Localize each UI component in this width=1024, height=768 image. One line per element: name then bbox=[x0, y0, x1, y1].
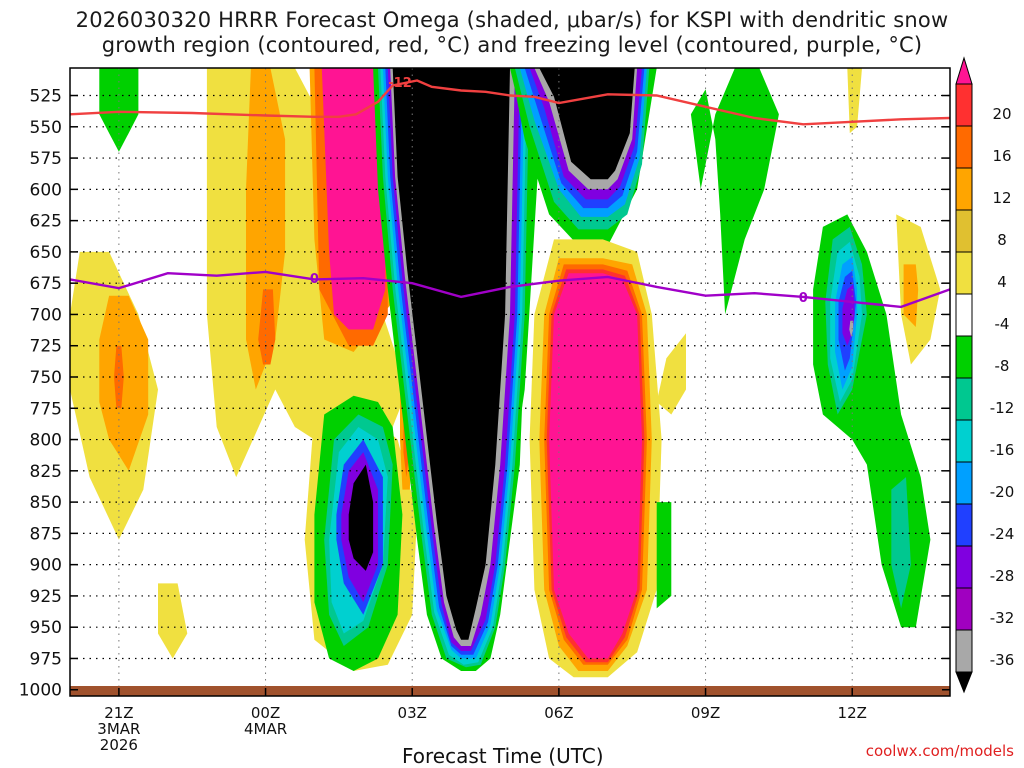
ytick-label-525: 525 bbox=[30, 87, 62, 107]
ytick-label-850: 850 bbox=[30, 493, 62, 513]
colorbar-label-3: 8 bbox=[997, 231, 1007, 249]
omega-region-0 bbox=[99, 68, 139, 152]
colorbar-label-5: -4 bbox=[995, 315, 1010, 333]
omega-region-45 bbox=[896, 214, 941, 365]
colorbar-label-11: -28 bbox=[990, 567, 1015, 585]
xtick-label-06Z-1: 06Z bbox=[544, 704, 573, 722]
ytick-label-875: 875 bbox=[30, 524, 62, 544]
colorbar-label-12: -32 bbox=[990, 609, 1015, 627]
colorbar-label-6: -8 bbox=[995, 357, 1010, 375]
x-axis-title: Forecast Time (UTC) bbox=[402, 744, 604, 768]
xtick-label-00Z-2: 4MAR bbox=[244, 720, 287, 738]
xtick-label-00Z-1: 00Z bbox=[251, 704, 280, 722]
ytick-label-675: 675 bbox=[30, 274, 62, 294]
colorbar-box-10 bbox=[955, 503, 973, 547]
colorbar-box-5 bbox=[955, 293, 973, 337]
ytick-label-600: 600 bbox=[30, 180, 62, 200]
source-credit: coolwx.com/models bbox=[865, 742, 1014, 760]
colorbar-box-0 bbox=[955, 83, 973, 127]
ytick-label-825: 825 bbox=[30, 462, 62, 482]
omega-region-41 bbox=[656, 333, 686, 415]
colorbar-box-13 bbox=[955, 629, 973, 673]
colorbar-box-1 bbox=[955, 125, 973, 169]
xtick-label-21Z-2: 3MAR bbox=[97, 720, 140, 738]
omega-region-10 bbox=[158, 583, 188, 659]
colorbar-box-3 bbox=[955, 209, 973, 253]
ytick-label-950: 950 bbox=[30, 618, 62, 638]
chart-title-line2: growth region (contoured, red, °C) and f… bbox=[101, 33, 923, 57]
omega-region-43 bbox=[656, 502, 672, 609]
omega-region-9 bbox=[321, 68, 386, 330]
omega-region-5 bbox=[246, 68, 286, 390]
dgz-contour-line bbox=[70, 79, 950, 126]
colorbar-label-0: 20 bbox=[992, 105, 1011, 123]
colorbar-label-9: -20 bbox=[990, 483, 1015, 501]
colorbar-box-4 bbox=[955, 251, 973, 295]
ytick-label-800: 800 bbox=[30, 431, 62, 451]
ytick-label-725: 725 bbox=[30, 337, 62, 357]
colorbar-bottom-arrow bbox=[955, 671, 973, 694]
colorbar-box-9 bbox=[955, 461, 973, 505]
ytick-label-625: 625 bbox=[30, 212, 62, 232]
freezing-level-line bbox=[70, 270, 950, 309]
ytick-label-550: 550 bbox=[30, 118, 62, 138]
ytick-label-775: 775 bbox=[30, 399, 62, 419]
omega-region-28 bbox=[392, 68, 510, 640]
omega-region-6 bbox=[258, 289, 276, 365]
omega-region-2 bbox=[99, 295, 149, 471]
colorbar-box-12 bbox=[955, 587, 973, 631]
colorbar-label-2: 12 bbox=[992, 189, 1011, 207]
ground-terrain-band bbox=[70, 686, 950, 696]
omega-region-48 bbox=[891, 477, 911, 609]
ytick-label-925: 925 bbox=[30, 587, 62, 607]
colorbar-box-11 bbox=[955, 545, 973, 589]
ytick-label-1000: 1000 bbox=[19, 681, 62, 701]
colorbar-label-1: 16 bbox=[992, 147, 1011, 165]
freezing-contour-label-2: 0 bbox=[799, 291, 808, 306]
colorbar-box-7 bbox=[955, 377, 973, 421]
omega-region-40 bbox=[549, 273, 642, 659]
dgz-contour-label: -12 bbox=[388, 76, 412, 91]
colorbar-label-13: -36 bbox=[990, 651, 1015, 669]
omega-region-17 bbox=[348, 464, 374, 571]
ytick-label-750: 750 bbox=[30, 368, 62, 388]
xtick-label-12Z-1: 12Z bbox=[838, 704, 867, 722]
colorbar-label-8: -16 bbox=[990, 441, 1015, 459]
omega-region-44 bbox=[847, 68, 862, 134]
freezing-contour-label-1: 0 bbox=[310, 272, 319, 287]
ytick-label-700: 700 bbox=[30, 305, 62, 325]
colorbar-box-2 bbox=[955, 167, 973, 211]
colorbar-label-7: -12 bbox=[990, 399, 1015, 417]
ytick-label-650: 650 bbox=[30, 243, 62, 263]
ytick-label-575: 575 bbox=[30, 149, 62, 169]
xtick-label-21Z-3: 2026 bbox=[100, 736, 138, 754]
colorbar-label-10: -24 bbox=[990, 525, 1015, 543]
xtick-label-03Z-1: 03Z bbox=[398, 704, 427, 722]
colorbar-top-arrow bbox=[955, 56, 973, 85]
colorbar-box-6 bbox=[955, 335, 973, 379]
xtick-label-09Z-1: 09Z bbox=[691, 704, 720, 722]
ytick-label-975: 975 bbox=[30, 649, 62, 669]
omega-region-3 bbox=[114, 345, 124, 409]
omega-region-54 bbox=[849, 320, 854, 337]
chart-title-line1: 2026030320 HRRR Forecast Omega (shaded, … bbox=[75, 8, 949, 32]
colorbar-label-4: 4 bbox=[997, 273, 1007, 291]
omega-region-46 bbox=[903, 264, 919, 327]
ytick-label-900: 900 bbox=[30, 556, 62, 576]
xtick-label-21Z-1: 21Z bbox=[104, 704, 133, 722]
plot-frame bbox=[69, 67, 951, 697]
colorbar-box-8 bbox=[955, 419, 973, 463]
omega-region-42 bbox=[690, 68, 779, 315]
